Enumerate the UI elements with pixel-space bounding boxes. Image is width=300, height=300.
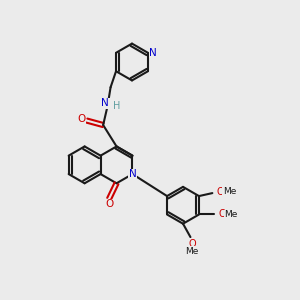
Text: N: N bbox=[129, 169, 136, 179]
Text: O: O bbox=[218, 209, 226, 220]
Text: Me: Me bbox=[224, 210, 238, 219]
Text: Me: Me bbox=[185, 247, 199, 256]
Text: N: N bbox=[101, 98, 109, 108]
Text: O: O bbox=[188, 238, 196, 249]
Text: H: H bbox=[113, 101, 121, 111]
Text: O: O bbox=[77, 114, 86, 124]
Text: O: O bbox=[105, 199, 113, 209]
Text: Me: Me bbox=[223, 187, 236, 196]
Text: N: N bbox=[149, 48, 157, 58]
Text: O: O bbox=[217, 187, 224, 196]
